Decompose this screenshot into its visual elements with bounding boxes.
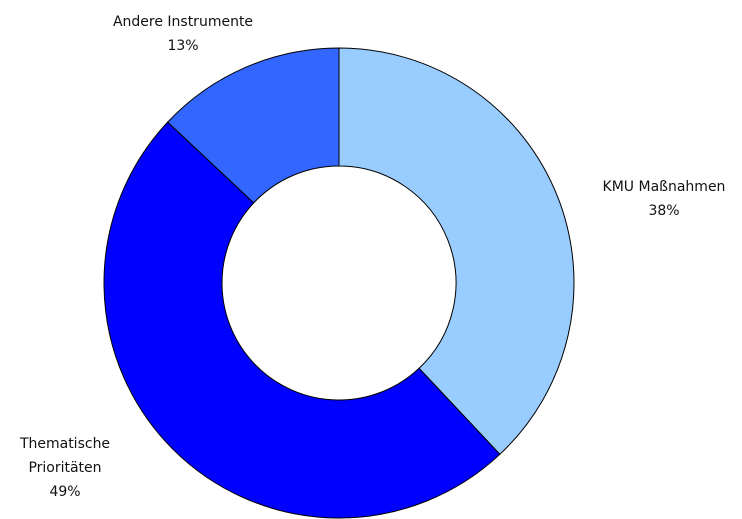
donut-slice: [338, 47, 575, 456]
value-label: 13%: [167, 38, 199, 54]
category-label: Andere Instrumente: [112, 14, 254, 30]
slice-label: Thematische Prioritäten 49%: [0, 432, 130, 504]
slice-label: KMU Maßnahmen 38%: [584, 175, 742, 223]
category-label: KMU Maßnahmen: [602, 179, 726, 195]
value-label: 49%: [49, 484, 81, 500]
donut-slice: [166, 47, 340, 204]
donut-slice: [103, 121, 501, 519]
value-label: 38%: [648, 203, 680, 219]
slice-label: Andere Instrumente 13%: [83, 10, 283, 58]
category-label: Thematische Prioritäten: [19, 436, 111, 476]
